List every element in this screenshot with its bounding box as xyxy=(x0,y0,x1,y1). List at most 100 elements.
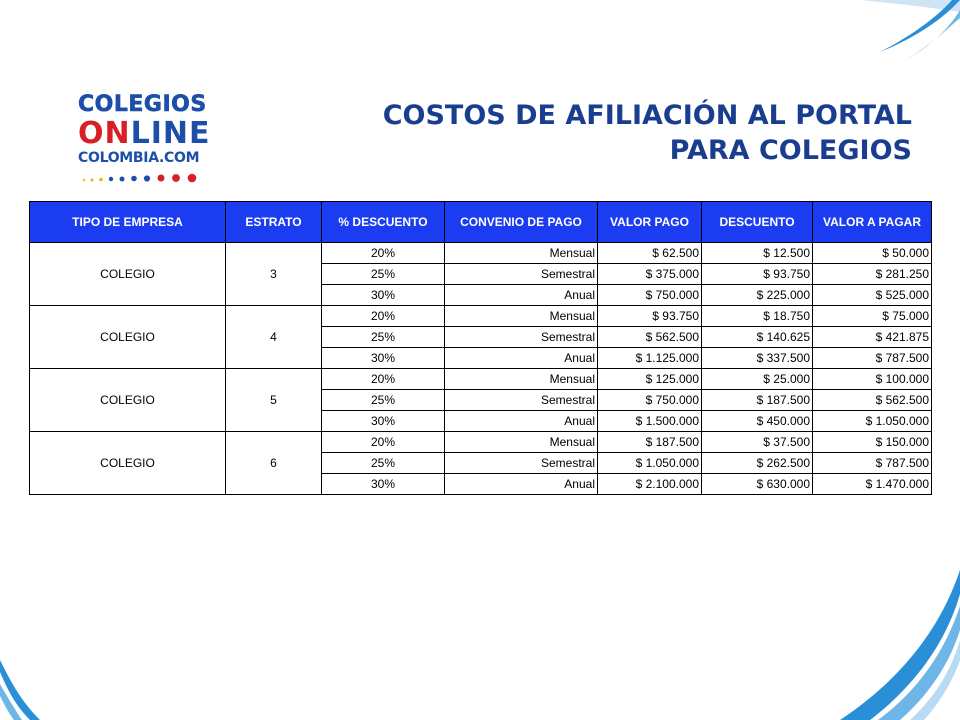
table-row: 25% Semestral $ 562.500 $ 140.625 $ 421.… xyxy=(30,326,932,348)
cell-valor-a-pagar: $ 525.000 xyxy=(812,284,932,306)
cell-valor-pago: $ 62.500 xyxy=(597,242,702,264)
cell-valor-pago: $ 125.000 xyxy=(597,368,702,390)
cell-valor-a-pagar: $ 100.000 xyxy=(812,368,932,390)
logo-dots-icon xyxy=(82,173,197,183)
table-row: COLEGIO 6 20% Mensual $ 187.500 $ 37.500… xyxy=(29,431,932,495)
cell-convenio: Semestral xyxy=(444,263,598,285)
cell-convenio: Mensual xyxy=(444,431,598,453)
cell-valor-pago: $ 750.000 xyxy=(597,284,702,306)
header-descuento: DESCUENTO xyxy=(701,201,813,243)
cell-descuento: $ 450.000 xyxy=(701,410,813,432)
table-row: COLEGIO 4 20% Mensual $ 93.750 $ 18.750 … xyxy=(29,305,932,369)
cell-descuento: $ 225.000 xyxy=(701,284,813,306)
cell-valor-a-pagar: $ 50.000 xyxy=(812,242,932,264)
cell-descuento-pct: 25% xyxy=(321,452,445,474)
cell-convenio: Anual xyxy=(444,284,598,306)
table-row: 25% Semestral $ 375.000 $ 93.750 $ 281.2… xyxy=(30,263,932,285)
cell-descuento-pct: 20% xyxy=(321,431,445,453)
header-convenio-pago: CONVENIO DE PAGO xyxy=(444,201,598,243)
cell-valor-a-pagar: $ 1.470.000 xyxy=(812,473,932,495)
cell-valor-pago: $ 375.000 xyxy=(597,263,702,285)
cell-convenio: Mensual xyxy=(444,305,598,327)
cell-valor-pago: $ 1.125.000 xyxy=(597,347,702,369)
corner-swoosh-bottom-left xyxy=(0,660,40,720)
cell-convenio: Anual xyxy=(444,347,598,369)
cell-descuento-pct: 25% xyxy=(321,263,445,285)
cell-valor-pago: $ 1.500.000 xyxy=(597,410,702,432)
logo-line: LINE xyxy=(130,116,211,151)
cell-descuento-pct: 30% xyxy=(321,410,445,432)
cell-descuento-pct: 25% xyxy=(321,389,445,411)
cell-valor-a-pagar: $ 787.500 xyxy=(812,452,932,474)
cell-descuento-pct: 30% xyxy=(321,284,445,306)
cell-descuento: $ 187.500 xyxy=(701,389,813,411)
cell-estrato: 6 xyxy=(225,431,322,495)
cell-descuento-pct: 30% xyxy=(321,473,445,495)
cell-valor-a-pagar: $ 150.000 xyxy=(812,431,932,453)
corner-swoosh-top-right xyxy=(860,0,960,60)
cell-valor-a-pagar: $ 562.500 xyxy=(812,389,932,411)
cell-descuento: $ 262.500 xyxy=(701,452,813,474)
cell-estrato: 5 xyxy=(225,368,322,432)
colegios-online-logo: COLEGIOS ONLINE COLOMBIA.COM xyxy=(78,92,210,184)
cell-convenio: Semestral xyxy=(444,326,598,348)
cell-descuento: $ 630.000 xyxy=(701,473,813,495)
cell-valor-a-pagar: $ 1.050.000 xyxy=(812,410,932,432)
cell-estrato: 3 xyxy=(225,242,322,306)
cell-convenio: Mensual xyxy=(444,368,598,390)
corner-swoosh-bottom-right xyxy=(840,570,960,720)
cell-valor-pago: $ 2.100.000 xyxy=(597,473,702,495)
logo-line-2: ONLINE xyxy=(78,116,211,151)
logo-line-1: COLEGIOS xyxy=(78,92,207,118)
logo-line-3: COLOMBIA.COM xyxy=(78,150,200,166)
cell-valor-pago: $ 750.000 xyxy=(597,389,702,411)
cell-valor-a-pagar: $ 75.000 xyxy=(812,305,932,327)
header-estrato: ESTRATO xyxy=(225,201,322,243)
table-body: COLEGIO 3 20% Mensual $ 62.500 $ 12.500 … xyxy=(29,242,932,495)
table-row: COLEGIO 5 20% Mensual $ 125.000 $ 25.000… xyxy=(29,368,932,432)
page-title: COSTOS DE AFILIACIÓN AL PORTAL PARA COLE… xyxy=(312,98,912,168)
page-title-line-2: PARA COLEGIOS xyxy=(669,135,912,166)
cell-descuento: $ 337.500 xyxy=(701,347,813,369)
cell-descuento-pct: 20% xyxy=(321,368,445,390)
cell-tipo-empresa: COLEGIO xyxy=(29,305,226,369)
cell-valor-pago: $ 93.750 xyxy=(597,305,702,327)
cell-descuento: $ 140.625 xyxy=(701,326,813,348)
cell-tipo-empresa: COLEGIO xyxy=(29,368,226,432)
cell-tipo-empresa: COLEGIO xyxy=(29,431,226,495)
page-title-line-1: COSTOS DE AFILIACIÓN AL PORTAL xyxy=(382,100,912,131)
cell-descuento-pct: 25% xyxy=(321,326,445,348)
cell-valor-pago: $ 1.050.000 xyxy=(597,452,702,474)
header-descuento-pct: % DESCUENTO xyxy=(321,201,445,243)
cell-valor-a-pagar: $ 787.500 xyxy=(812,347,932,369)
cell-descuento: $ 25.000 xyxy=(701,368,813,390)
table-header-row: TIPO DE EMPRESA ESTRATO % DESCUENTO CONV… xyxy=(29,201,932,243)
cell-convenio: Semestral xyxy=(444,452,598,474)
cell-descuento: $ 93.750 xyxy=(701,263,813,285)
cell-valor-a-pagar: $ 421.875 xyxy=(812,326,932,348)
cell-descuento-pct: 30% xyxy=(321,347,445,369)
cell-valor-pago: $ 187.500 xyxy=(597,431,702,453)
cell-convenio: Anual xyxy=(444,473,598,495)
cell-estrato: 4 xyxy=(225,305,322,369)
logo-on: ON xyxy=(78,116,131,151)
cell-tipo-empresa: COLEGIO xyxy=(29,242,226,306)
cell-descuento-pct: 20% xyxy=(321,242,445,264)
cell-convenio: Semestral xyxy=(444,389,598,411)
header-valor-a-pagar: VALOR A PAGAR xyxy=(812,201,932,243)
costs-table: TIPO DE EMPRESA ESTRATO % DESCUENTO CONV… xyxy=(29,201,932,495)
header-valor-pago: VALOR PAGO xyxy=(597,201,702,243)
cell-convenio: Mensual xyxy=(444,242,598,264)
table-row: COLEGIO 3 20% Mensual $ 62.500 $ 12.500 … xyxy=(29,242,932,306)
cell-valor-pago: $ 562.500 xyxy=(597,326,702,348)
cell-convenio: Anual xyxy=(444,410,598,432)
cell-descuento: $ 18.750 xyxy=(701,305,813,327)
table-row: 30% Anual $ 1.125.000 $ 337.500 $ 787.50… xyxy=(30,347,932,369)
cell-valor-a-pagar: $ 281.250 xyxy=(812,263,932,285)
cell-descuento-pct: 20% xyxy=(321,305,445,327)
cell-descuento: $ 37.500 xyxy=(701,431,813,453)
table-row: 30% Anual $ 2.100.000 $ 630.000 $ 1.470.… xyxy=(30,473,932,495)
header-tipo-empresa: TIPO DE EMPRESA xyxy=(29,201,226,243)
table-row: 25% Semestral $ 750.000 $ 187.500 $ 562.… xyxy=(30,389,932,411)
cell-descuento: $ 12.500 xyxy=(701,242,813,264)
